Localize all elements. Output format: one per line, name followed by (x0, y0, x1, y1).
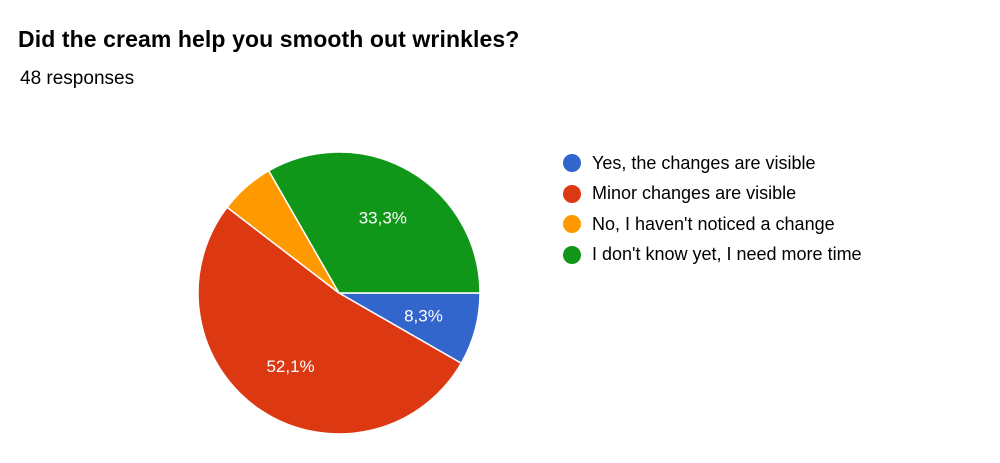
chart-title: Did the cream help you smooth out wrinkl… (18, 26, 520, 52)
legend-label: I don't know yet, I need more time (592, 244, 862, 265)
legend-swatch (563, 154, 581, 173)
legend-swatch (563, 184, 581, 203)
legend-item-dont-know-yet: I don't know yet, I need more time (563, 240, 862, 271)
legend-swatch (563, 245, 581, 264)
pie-slice-dont-know-yet (267, 151, 481, 294)
legend-item-no-change: No, I haven't noticed a change (563, 209, 862, 240)
response-count: 48 responses (20, 68, 135, 89)
legend-label: No, I haven't noticed a change (592, 213, 835, 234)
chart-legend: Yes, the changes are visible Minor change… (563, 148, 862, 270)
pie-slice-minor-changes (197, 206, 463, 435)
legend-swatch (563, 215, 581, 234)
slice-label-dont-know-yet: 33,3% (359, 208, 407, 227)
legend-label: Yes, the changes are visible (592, 152, 816, 173)
slice-label-minor-changes: 52,1% (266, 357, 314, 376)
legend-item-yes-visible: Yes, the changes are visible (563, 148, 862, 179)
legend-item-minor-changes: Minor changes are visible (563, 179, 862, 210)
slice-label-yes-visible: 8,3% (404, 307, 443, 326)
legend-label: Minor changes are visible (592, 183, 797, 204)
